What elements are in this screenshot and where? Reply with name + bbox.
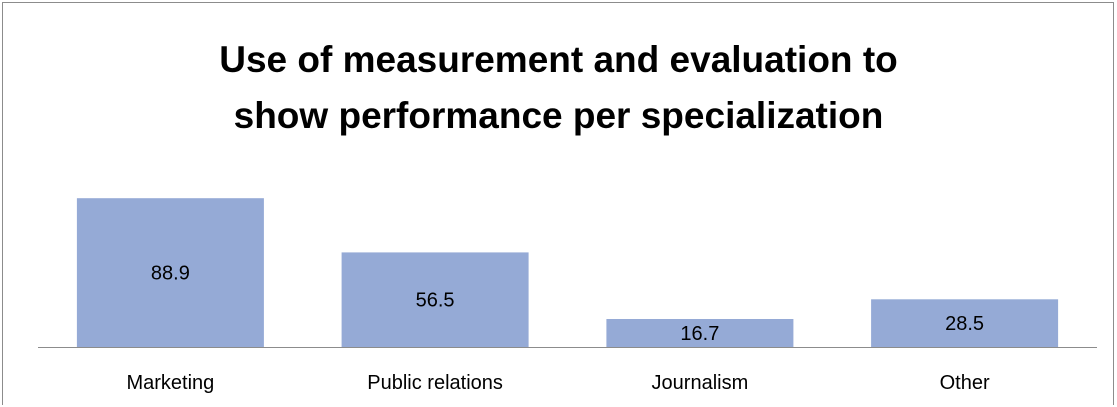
category-label-other: Other <box>940 372 990 394</box>
category-label-public-relations: Public relations <box>367 372 503 394</box>
bars-group <box>76 198 1059 347</box>
category-label-marketing: Marketing <box>126 372 214 394</box>
value-labels-group: 88.9 56.5 16.7 28.5 <box>151 263 984 345</box>
value-label-public-relations: 56.5 <box>416 290 455 312</box>
category-labels-group: Marketing Public relations Journalism Other <box>126 372 989 394</box>
value-label-journalism: 16.7 <box>680 323 719 345</box>
bar-public-relations <box>341 252 529 347</box>
chart-title: Use of measurement and evaluation to sho… <box>0 32 1117 144</box>
chart-title-line-1: Use of measurement and evaluation to <box>219 39 898 80</box>
bar-marketing <box>76 198 264 347</box>
category-label-journalism: Journalism <box>652 372 749 394</box>
bar-other <box>871 299 1059 347</box>
bar-journalism <box>606 319 794 347</box>
value-label-marketing: 88.9 <box>151 263 190 285</box>
chart-title-line-2: show performance per specialization <box>233 95 884 136</box>
value-label-other: 28.5 <box>945 313 984 335</box>
